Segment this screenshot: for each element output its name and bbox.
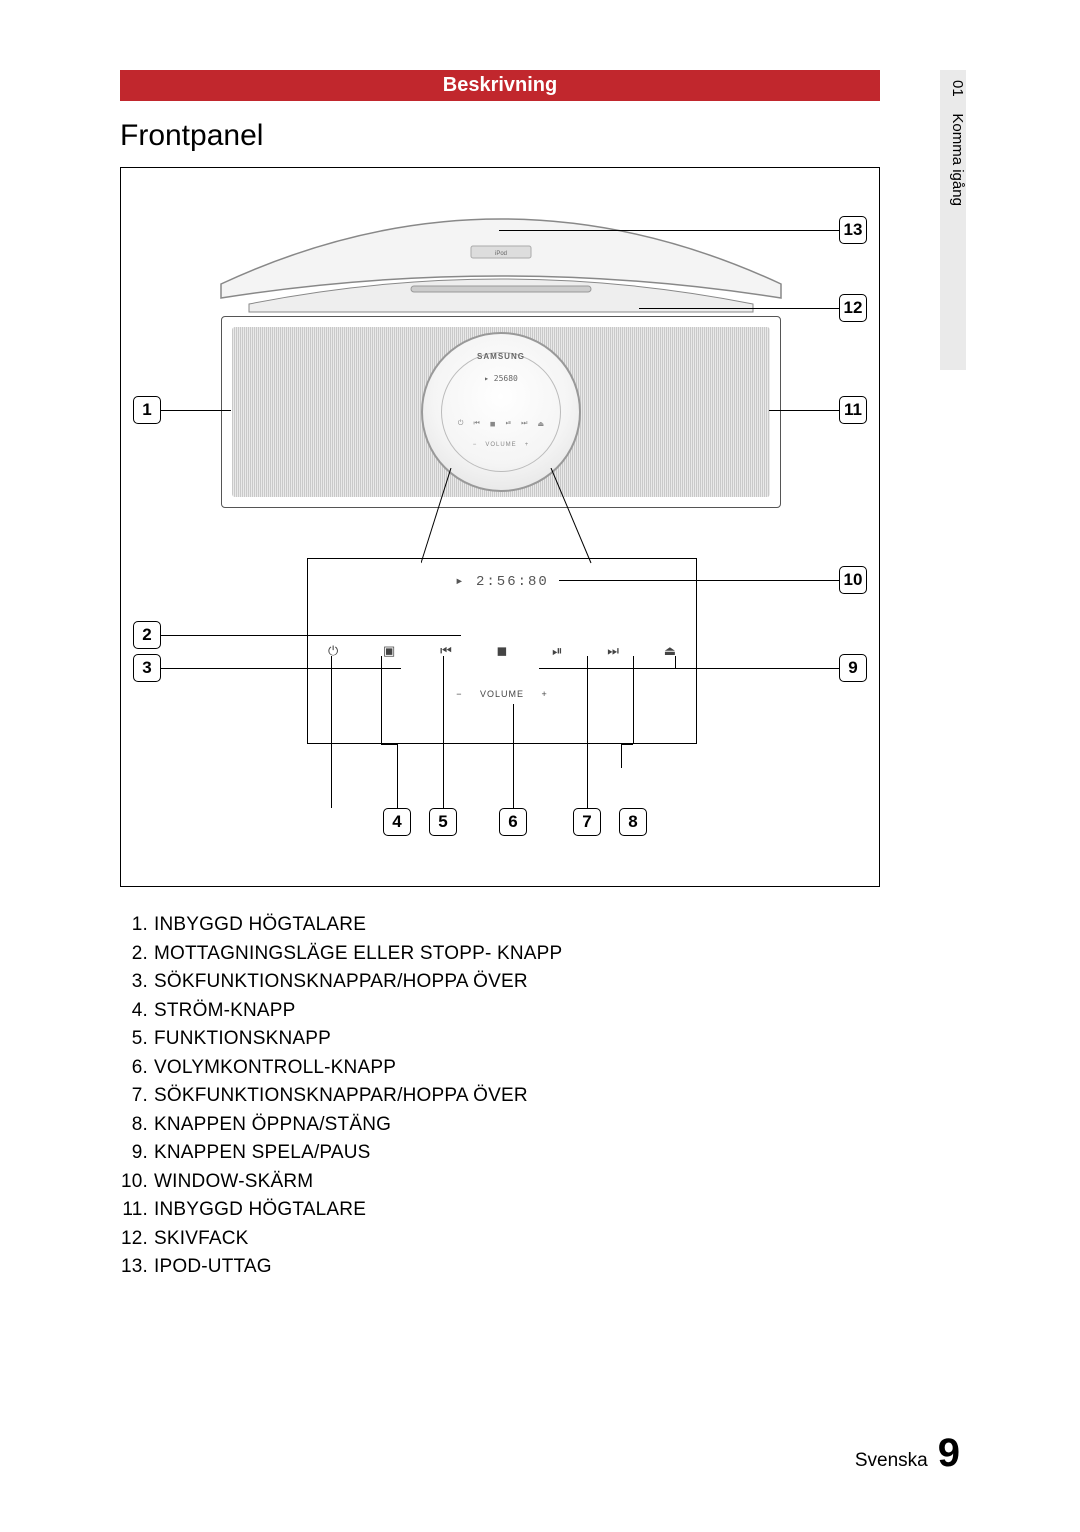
callout-9: 9	[839, 654, 867, 682]
chapter-number: 01	[949, 80, 966, 97]
callout-6: 6	[499, 808, 527, 836]
dial-display: ▸ 25680	[423, 374, 579, 383]
legend-item: 13.IPOD-UTTAG	[120, 1253, 960, 1282]
power-icon: ⏻	[328, 643, 338, 659]
page-title: Frontpanel	[120, 119, 960, 153]
next-icon: ⏭	[521, 420, 527, 428]
legend-item: 12.SKIVFACK	[120, 1225, 960, 1254]
prev-icon: ⏮	[473, 420, 479, 428]
legend-item: 6.VOLYMKONTROLL-KNAPP	[120, 1054, 960, 1083]
legend-item: 11.INBYGGD HÖGTALARE	[120, 1196, 960, 1225]
callout-8: 8	[619, 808, 647, 836]
legend-item: 1.INBYGGD HÖGTALARE	[120, 911, 960, 940]
legend-item: 9.KNAPPEN SPELA/PAUS	[120, 1139, 960, 1168]
panel-display: ▸ 2:56:80	[308, 573, 696, 590]
svg-text:iPod: iPod	[495, 251, 507, 257]
play-icon: ⏯	[506, 420, 512, 428]
footer-page-number: 9	[938, 1431, 960, 1476]
callout-2: 2	[133, 621, 161, 649]
brand-label: SAMSUNG	[423, 352, 579, 361]
power-icon: ⏻	[458, 420, 464, 428]
dial-inner	[441, 352, 561, 472]
prev-icon: ⏮	[440, 643, 452, 659]
panel-volume-row: − VOLUME +	[308, 689, 696, 699]
page-footer: Svenska 9	[855, 1431, 960, 1476]
chapter-label: Komma igång	[949, 113, 966, 206]
legend-item: 10.WINDOW-SKÄRM	[120, 1168, 960, 1197]
legend-item: 7.SÖKFUNKTIONSKNAPPAR/HOPPA ÖVER	[120, 1082, 960, 1111]
callout-1: 1	[133, 396, 161, 424]
callout-13: 13	[839, 216, 867, 244]
callout-12: 12	[839, 294, 867, 322]
legend-item: 5.FUNKTIONSKNAPP	[120, 1025, 960, 1054]
func-icon: ▣	[383, 643, 395, 659]
callout-10: 10	[839, 566, 867, 594]
stop-icon: ◼	[497, 643, 508, 659]
callout-7: 7	[573, 808, 601, 836]
footer-language: Svenska	[855, 1450, 928, 1472]
stop-icon: ◼	[490, 420, 496, 428]
callout-3: 3	[133, 654, 161, 682]
callout-5: 5	[429, 808, 457, 836]
dial-icons-row: ⏻ ⏮ ◼ ⏯ ⏭ ⏏	[423, 420, 579, 428]
eject-icon: ⏏	[537, 420, 544, 428]
callout-4: 4	[383, 808, 411, 836]
device-top-svg: iPod	[211, 184, 791, 314]
play-icon: ⏯	[552, 643, 562, 659]
next-icon: ⏭	[607, 643, 619, 659]
dial-volume-label: − VOLUME +	[423, 442, 579, 448]
legend-item: 2.MOTTAGNINGSLÄGE ELLER STOPP- KNAPP	[120, 940, 960, 969]
legend-item: 3.SÖKFUNKTIONSKNAPPAR/HOPPA ÖVER	[120, 968, 960, 997]
control-panel-detail: ▸ 2:56:80 ⏻ ▣ ⏮ ◼ ⏯ ⏭ ⏏ − VOLUME +	[307, 558, 697, 744]
section-banner: Beskrivning	[120, 70, 880, 101]
front-panel-diagram: iPod SAMSUNG ▸ 25680 ⏻ ⏮ ◼ ⏯ ⏭ ⏏ −	[120, 167, 880, 887]
legend-item: 4.STRÖM-KNAPP	[120, 997, 960, 1026]
chapter-tab: 01 Komma igång	[940, 70, 966, 370]
guide-lines	[421, 468, 621, 568]
callout-11: 11	[839, 396, 867, 424]
legend-item: 8.KNAPPEN ÖPPNA/STÄNG	[120, 1111, 960, 1140]
legend-list: 1.INBYGGD HÖGTALARE 2.MOTTAGNINGSLÄGE EL…	[120, 911, 960, 1282]
